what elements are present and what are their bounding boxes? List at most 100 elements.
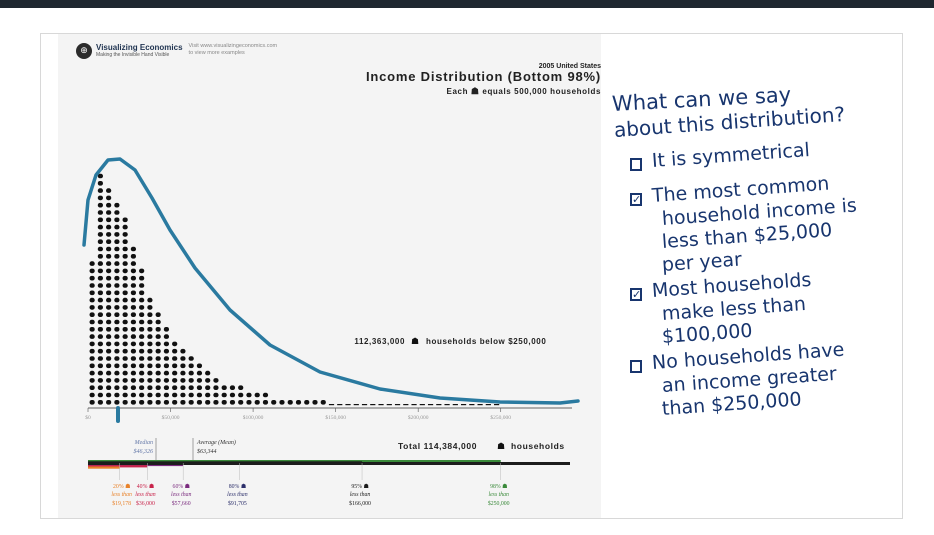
bar-6 <box>139 268 145 405</box>
bar-44 <box>452 404 458 406</box>
bar-16 <box>221 385 227 405</box>
median-value: $46,326 <box>134 448 154 455</box>
logo-name: Visualizing Economics <box>96 43 183 52</box>
bar-29 <box>328 404 335 406</box>
percentile-value: $19,178 <box>112 500 131 507</box>
bar-47 <box>477 404 483 406</box>
bar-21 <box>262 392 269 405</box>
logo-tagline: Making the Invisible Hand Visible <box>96 52 170 58</box>
bar-19 <box>246 392 252 405</box>
unchecked-box-icon <box>630 158 642 171</box>
bar-15 <box>213 378 219 405</box>
bar-5 <box>130 246 136 405</box>
mean-label: Average (Mean) <box>196 439 236 446</box>
percentile-less: less than <box>227 492 248 498</box>
median-label: Median <box>134 440 153 446</box>
bar-31 <box>345 404 351 406</box>
globe-icon: ⊕ <box>76 43 92 59</box>
bar-11 <box>180 348 186 405</box>
bar-14 <box>205 370 211 405</box>
bar-2 <box>106 188 112 405</box>
bar-38 <box>403 404 409 406</box>
percentile-less: less than <box>111 492 132 498</box>
below-count: 112,363,000 <box>354 337 405 346</box>
bar-37 <box>394 404 401 406</box>
x-tick-label: $150,000 <box>325 414 346 421</box>
chart-title: Income Distribution (Bottom 98%) <box>365 69 601 84</box>
bar-13 <box>196 363 203 405</box>
bar-23 <box>279 400 285 405</box>
mean-value: $63,344 <box>197 448 217 455</box>
bar-41 <box>427 404 434 406</box>
bar-46 <box>469 404 475 406</box>
percentile-pct: 40% ☗ <box>137 483 154 490</box>
bar-32 <box>353 404 359 406</box>
unit-prefix: Each <box>446 87 469 96</box>
percentile-pct: 80% ☗ <box>229 483 246 490</box>
bar-26 <box>304 400 310 405</box>
hand-drawn-curve <box>82 157 580 405</box>
total-bar <box>88 462 570 465</box>
bar-39 <box>411 404 417 406</box>
bar-43 <box>444 404 450 406</box>
bar-30 <box>337 404 343 406</box>
bar-49 <box>494 404 500 406</box>
percentile-less: less than <box>135 492 156 498</box>
bar-33 <box>361 404 368 406</box>
x-tick-label: $100,000 <box>243 414 264 421</box>
percentile-pct: 60% ☗ <box>173 483 190 490</box>
bar-25 <box>295 400 302 405</box>
percentile-pct: 95% ☗ <box>351 483 368 490</box>
bar-12 <box>188 356 194 405</box>
bar-28 <box>320 400 326 405</box>
bar-7 <box>147 297 153 405</box>
bar-0 <box>89 261 95 405</box>
bar-45 <box>460 404 467 406</box>
bar-18 <box>238 385 244 405</box>
logo-visit-link: Visit www.visualizingeconomics.com <box>188 43 278 49</box>
percentile-pct: 98% ☗ <box>490 483 507 490</box>
chart-year: 2005 United States <box>538 63 601 70</box>
bar-17 <box>229 385 236 405</box>
bar-40 <box>419 404 425 406</box>
percentile-value: $36,000 <box>136 500 155 507</box>
bar-36 <box>386 404 392 406</box>
x-tick-label: $0 <box>85 414 91 421</box>
bar-8 <box>155 312 161 405</box>
percentile-value: $250,000 <box>488 500 510 507</box>
total-text: households <box>511 441 565 451</box>
percentile-less: less than <box>489 492 510 498</box>
window-top-bar <box>0 0 934 8</box>
unit-suffix: equals 500,000 households <box>482 87 601 96</box>
percentile-bar-20% <box>88 466 120 469</box>
house-icon: ☗ <box>470 86 480 96</box>
percentile-value: $166,000 <box>349 500 371 507</box>
bar-27 <box>312 400 318 405</box>
x-tick-label: $250,000 <box>490 414 511 421</box>
chart-panel <box>58 34 601 518</box>
bar-35 <box>378 404 384 406</box>
house-icon: ☗ <box>411 336 419 346</box>
below-text: households below $250,000 <box>426 337 546 346</box>
bar-1 <box>97 173 103 405</box>
percentile-pct: 20% ☗ <box>113 483 130 490</box>
visualizing-economics-logo: ⊕ Visualizing Economics Making the Invis… <box>76 43 277 59</box>
bar-9 <box>163 327 170 405</box>
bar-34 <box>370 404 376 406</box>
bar-48 <box>485 404 491 406</box>
percentile-bar-40% <box>88 465 148 468</box>
chart-subtitle: Each ☗ equals 500,000 households <box>447 86 601 97</box>
house-icon: ☗ <box>497 441 505 451</box>
bar-20 <box>254 392 260 405</box>
bar-22 <box>271 400 277 405</box>
percentile-less: less than <box>350 492 371 498</box>
checked-box-icon: ✓ <box>630 288 642 301</box>
bar-4 <box>122 217 128 405</box>
unchecked-box-icon <box>630 360 642 373</box>
bar-10 <box>172 341 178 405</box>
logo-visit-link-2: to view more examples <box>188 50 245 56</box>
bar-24 <box>287 400 293 405</box>
percentile-value: $57,660 <box>172 500 191 507</box>
x-tick-label: $50,000 <box>162 414 180 421</box>
